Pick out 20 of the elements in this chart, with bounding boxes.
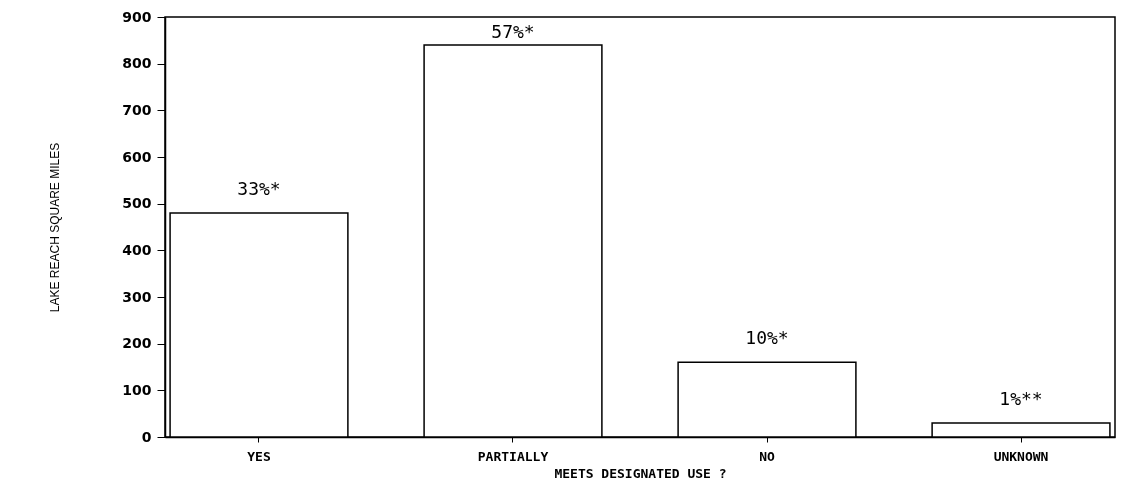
y-tick-label: 500: [122, 195, 152, 212]
y-tick-label: 900: [122, 8, 152, 25]
x-axis-title: MEETS DESIGNATED USE ?: [554, 465, 727, 481]
y-axis-title: LAKE REACH SQUARE MILES: [48, 142, 63, 313]
annotation: 33%*: [237, 178, 281, 199]
y-tick-label: 200: [122, 335, 152, 352]
y-tick-label: 700: [122, 101, 152, 118]
annotation: 10%*: [745, 327, 789, 349]
annotation: 1%**: [999, 388, 1043, 409]
x-tick-label: UNKNOWN: [993, 448, 1049, 464]
y-tick-label: 100: [122, 381, 152, 398]
x-tick-label: YES: [247, 448, 271, 464]
y-tick-label: 600: [122, 148, 152, 165]
x-tick-label: PARTIALLY: [477, 448, 549, 464]
annotation: 57%*: [491, 21, 535, 42]
y-tick-label: 0: [141, 428, 152, 445]
x-tick-label: NO: [759, 448, 775, 464]
y-tick-label: 400: [122, 241, 152, 258]
y-tick-label: 800: [122, 55, 152, 72]
y-tick-label: 300: [122, 288, 152, 305]
